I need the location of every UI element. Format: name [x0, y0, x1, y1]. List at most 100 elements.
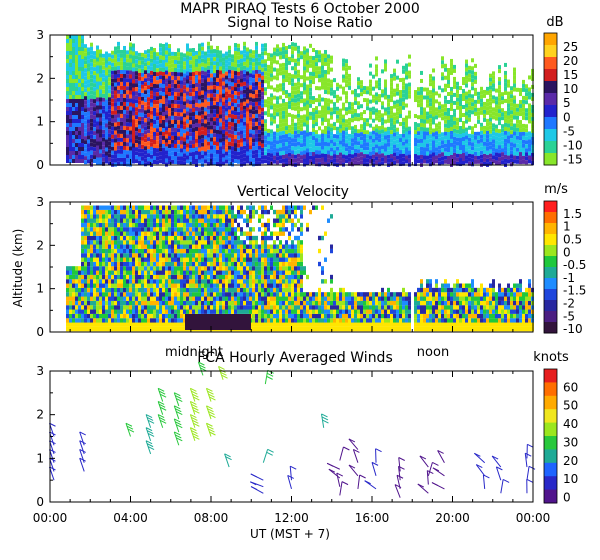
snr-cell — [393, 116, 396, 121]
snr-cell — [468, 93, 471, 98]
snr-cell — [90, 58, 93, 63]
snr-cell — [234, 43, 237, 48]
snr-cell — [105, 99, 108, 104]
snr-cell — [441, 88, 444, 93]
snr-cell — [66, 139, 69, 143]
snr-cell — [66, 103, 69, 107]
snr-cell — [171, 139, 174, 144]
snr-cell — [165, 150, 168, 155]
velocity-cell — [147, 313, 150, 319]
snr-cell — [243, 113, 246, 118]
snr-cell — [123, 149, 126, 154]
velocity-cell — [90, 300, 93, 306]
snr-cell — [138, 152, 141, 157]
snr-cell — [510, 138, 513, 143]
snr-cell — [234, 123, 237, 128]
snr-cell — [348, 85, 351, 90]
snr-cell — [468, 149, 471, 154]
snr-cell — [72, 123, 75, 127]
snr-cell — [111, 86, 114, 91]
velocity-cell — [78, 270, 81, 275]
velocity-cell — [90, 318, 93, 323]
snr-cell — [207, 137, 210, 142]
snr-cell — [135, 67, 138, 72]
velocity-cell — [102, 222, 105, 228]
snr-cell — [216, 53, 219, 58]
snr-cell — [255, 53, 258, 58]
velocity-cell — [132, 209, 135, 215]
snr-cell — [246, 67, 249, 72]
snr-cell — [198, 95, 201, 100]
velocity-cell — [135, 218, 138, 223]
velocity-cell — [102, 274, 105, 280]
snr-cell — [513, 135, 516, 140]
snr-cell — [474, 159, 477, 164]
snr-cell — [204, 87, 207, 92]
snr-cell — [117, 109, 120, 114]
velocity-cell — [129, 214, 132, 219]
snr-cell — [153, 111, 156, 116]
snr-cell — [249, 133, 252, 138]
velocity-cell — [75, 279, 78, 284]
snr-cell — [375, 144, 378, 149]
snr-cell — [198, 63, 201, 68]
snr-cell — [474, 131, 477, 136]
snr-cell — [180, 124, 183, 129]
snr-cell — [273, 119, 276, 124]
snr-cell — [249, 153, 252, 158]
snr-cell — [399, 154, 402, 159]
snr-cell — [213, 129, 216, 134]
velocity-cell — [84, 227, 87, 232]
snr-cell — [225, 135, 228, 140]
velocity-cell — [138, 287, 141, 293]
snr-cell — [186, 143, 189, 148]
snr-cell — [351, 114, 354, 119]
velocity-cell — [165, 235, 168, 241]
snr-cell — [213, 145, 216, 150]
velocity-cell — [168, 313, 171, 319]
snr-cell — [441, 76, 444, 81]
snr-cell — [108, 81, 111, 86]
snr-cell — [204, 127, 207, 132]
snr-cell — [75, 135, 78, 139]
snr-cell — [87, 95, 90, 100]
snr-cell — [204, 111, 207, 116]
velocity-cell — [84, 244, 87, 249]
snr-cell — [66, 127, 69, 131]
snr-cell — [228, 121, 231, 126]
snr-cell — [459, 150, 462, 155]
snr-cell — [324, 153, 327, 158]
snr-cell — [315, 74, 318, 79]
velocity-cell — [186, 283, 189, 288]
snr-cell — [309, 91, 312, 96]
snr-cell — [192, 124, 195, 129]
snr-cell — [465, 103, 468, 108]
snr-cell — [375, 64, 378, 69]
snr-cell — [168, 64, 171, 69]
snr-cell — [474, 139, 477, 144]
snr-cell — [468, 141, 471, 146]
velocity-cell — [102, 270, 105, 275]
snr-cell — [174, 160, 177, 165]
velocity-cell — [87, 279, 90, 284]
snr-cell — [345, 59, 348, 64]
velocity-cell — [90, 209, 93, 215]
snr-cell — [453, 156, 456, 161]
velocity-cell — [72, 270, 75, 275]
snr-cell — [456, 125, 459, 130]
velocity-cell — [78, 274, 81, 280]
velocity-cell — [114, 205, 117, 210]
snr-cell — [204, 139, 207, 144]
snr-cell — [465, 63, 468, 68]
velocity-cell — [123, 283, 126, 288]
snr-cell — [471, 158, 474, 163]
velocity-cell — [153, 270, 156, 275]
snr-cell — [240, 138, 243, 143]
snr-cell — [111, 142, 114, 147]
snr-cell — [396, 107, 399, 112]
velocity-cell — [177, 227, 180, 232]
snr-cell — [72, 135, 75, 139]
snr-cell — [195, 102, 198, 107]
snr-cell — [195, 62, 198, 67]
snr-cell — [186, 103, 189, 108]
